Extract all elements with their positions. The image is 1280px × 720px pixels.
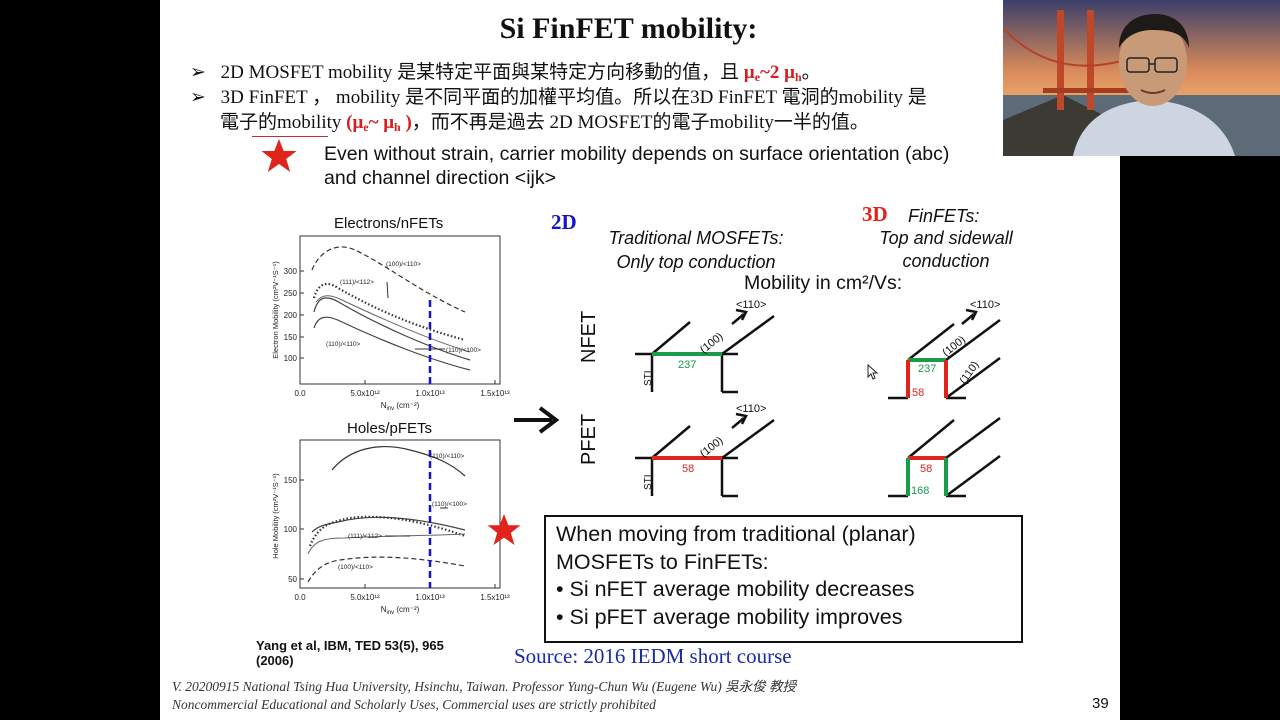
presenter-webcam-image — [1003, 0, 1280, 156]
curve-label: (100)/<110> — [386, 261, 421, 268]
y-tick: 100 — [284, 354, 298, 363]
label-3d: 3D — [862, 202, 888, 226]
x-axis-label: Ninv (cm⁻²) — [381, 401, 420, 410]
y-tick: 250 — [284, 289, 298, 298]
red-star-icon — [487, 514, 521, 545]
x-axis-label: Ninv (cm⁻²) — [381, 605, 420, 614]
curve-label: (110)/<100> — [432, 501, 467, 508]
source-note: Source: 2016 IEDM short course — [514, 644, 792, 668]
bullet-2-line-1: 3D FinFET ， mobility 是不同平面的加權平均值。所以在3D F… — [220, 87, 927, 108]
curve-label: (110)/<110> — [430, 453, 465, 460]
x-tick: 5.0x10¹² — [350, 593, 380, 602]
divider — [252, 136, 328, 137]
electrons-plot: (100)/<110> (111)/<112> (110)/<110> (110… — [271, 235, 510, 410]
x-tick: 1.0x10¹³ — [415, 389, 445, 398]
strain-note: Even without strain, carrier mobility de… — [324, 143, 950, 189]
slide: Si FinFET mobility: ➢ 2D MOSFET mobility… — [160, 0, 1120, 720]
footer: V. 20200915 National Tsing Hua Universit… — [172, 679, 797, 712]
bullet-arrow: ➢ — [190, 62, 206, 83]
sti-label: STI — [643, 370, 654, 386]
mobility-diagrams: 237 STI (100) <110> 58 STI (100) <110> — [635, 299, 1001, 498]
mouse-cursor-icon — [867, 364, 879, 380]
y-axis-label: Electron Mobility (cm²V⁻¹S⁻¹) — [271, 261, 280, 359]
bullet-1-end: 。 — [801, 62, 821, 83]
pfet-3d-side-value: 168 — [911, 485, 929, 497]
electrons-plot-title: Electrons/nFETs — [334, 215, 444, 232]
x-tick: 5.0x10¹² — [350, 389, 380, 398]
y-tick: 200 — [284, 311, 298, 320]
finfets-desc: Top and sidewall conduction — [879, 228, 1013, 271]
pfet-2d-top-value: 58 — [682, 463, 694, 475]
pfet-3d-top-value: 58 — [920, 463, 932, 475]
label-2d: 2D — [551, 210, 577, 234]
curve-label: (100)/<110> — [338, 564, 373, 571]
bullet-arrow: ➢ — [190, 87, 206, 108]
mu-e: μe~2 μh — [743, 62, 802, 84]
bullet-1-text: 2D MOSFET mobility 是某特定平面與某特定方向移動的值，且 — [220, 62, 744, 83]
direction-label: <110> — [970, 299, 1000, 311]
x-tick: 0.0 — [294, 593, 306, 602]
nfet-3d-diagram: 237 58 (100) (110) <110> — [888, 299, 1001, 400]
y-tick: 150 — [284, 476, 298, 485]
x-tick: 1.0x10¹³ — [415, 593, 445, 602]
bullet-2: ➢ 3D FinFET ， mobility 是不同平面的加權平均值。所以在3D… — [190, 82, 927, 109]
holes-plot: (110)/<110> (110)/<100> (111)/<112> (100… — [271, 439, 510, 614]
curve-label: (111)/<112> — [340, 279, 374, 286]
x-tick: 0.0 — [294, 389, 306, 398]
curve-label: (110)/<100> — [446, 347, 481, 354]
page-number: 39 — [1092, 695, 1109, 712]
nfet-3d-top-value: 237 — [918, 363, 936, 375]
direction-label: <110> — [736, 403, 766, 415]
traditional-label: Traditional MOSFETs: Only top conduction — [608, 228, 784, 272]
right-arrow-icon — [514, 406, 560, 434]
y-tick: 100 — [284, 525, 298, 534]
finfets-label: FinFETs: — [908, 206, 980, 226]
row-label-pfet: PFET — [578, 413, 600, 465]
slide-title: Si FinFET mobility: — [499, 12, 758, 45]
curve-label: (111)/<112> — [348, 533, 382, 540]
pfet-3d-diagram: 58 168 — [888, 416, 1001, 498]
y-tick: 150 — [284, 333, 298, 342]
direction-label: <110> — [736, 299, 766, 311]
mu-e-mu-h: (μe~ μh ) — [346, 112, 412, 134]
curve-label: (110)/<110> — [326, 341, 361, 348]
row-label-nfet: NFET — [578, 310, 600, 363]
mobility-units: Mobility in cm²/Vs: — [744, 272, 903, 294]
pfet-2d-diagram: 58 STI (100) <110> — [635, 403, 775, 498]
sti-label: STI — [643, 474, 654, 490]
x-tick: 1.5x10¹³ — [480, 389, 510, 398]
nfet-2d-diagram: 237 STI (100) <110> — [635, 299, 775, 394]
bullet-2-line-2: 電子的mobility (μe~ μh )，而不再是過去 2D MOSFET的電… — [220, 112, 869, 134]
nfet-3d-side-value: 58 — [912, 387, 924, 399]
x-tick: 1.5x10¹³ — [480, 593, 510, 602]
summary-box: When moving from traditional (planar) MO… — [544, 515, 1023, 643]
nfet-2d-top-value: 237 — [678, 359, 696, 371]
citation: Yang et al, IBM, TED 53(5), 965 (2006) — [256, 638, 444, 668]
y-tick: 300 — [284, 267, 298, 276]
y-axis-label: Hole Mobility (cm²V⁻¹S⁻¹) — [271, 473, 280, 559]
y-tick: 50 — [288, 575, 297, 584]
holes-plot-title: Holes/pFETs — [347, 420, 433, 437]
bullet-1: ➢ 2D MOSFET mobility 是某特定平面與某特定方向移動的值，且 … — [190, 57, 821, 85]
red-star-icon — [261, 139, 297, 172]
